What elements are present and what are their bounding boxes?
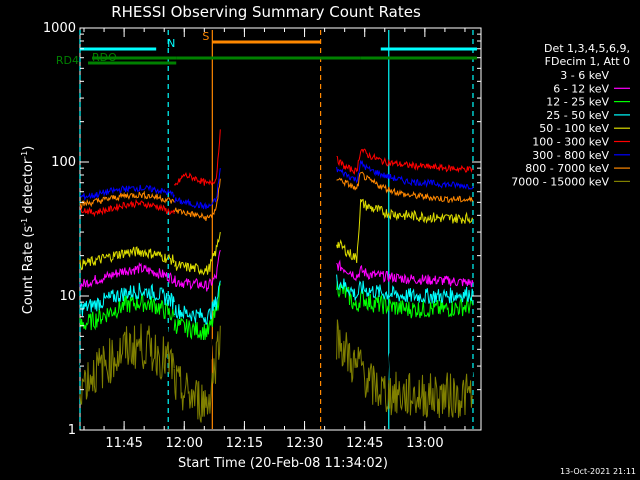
series-12-25-kev-segment-3 (336, 281, 474, 319)
series-800-7000-kev-segment-2 (173, 178, 221, 222)
series-50-100-kev (79, 198, 473, 276)
series-12-25-kev-segment-1 (79, 292, 175, 331)
series-12-25-kev-segment-2 (173, 282, 221, 341)
series-25-50-kev (79, 274, 474, 325)
series-3-6-kev-segment-2 (173, 292, 221, 392)
x-tick-label-1300: 13:00 (406, 436, 443, 451)
y-axis-ticks: 1 10 100 1000 (43, 21, 481, 438)
series-800-7000-kev-segment-3 (336, 171, 474, 204)
legend-label-800-7000-kev: 800 - 7000 keV (525, 162, 609, 175)
legend-label-7000-15000-kev: 7000 - 15000 keV (511, 175, 609, 188)
series-50-100-kev-segment-2 (174, 232, 221, 276)
series-6-12-kev-segment-1 (79, 261, 175, 290)
legend-header-2: FDecim 1, Att 0 (545, 55, 630, 68)
series-7000-15000-kev-segment-2 (173, 325, 221, 423)
series-6-12-kev-segment-2 (173, 249, 221, 292)
legend-label-100-300-kev: 100 - 300 keV (532, 136, 609, 149)
legend-label-3-6-kev: 3 - 6 keV (560, 69, 609, 82)
x-tick-label-1215: 12:15 (226, 436, 263, 451)
y-tick-label-10: 10 (59, 289, 76, 304)
legend-label-12-25-kev: 12 - 25 keV (546, 96, 609, 109)
x-tick-label-1245: 12:45 (346, 436, 383, 451)
series-25-50-kev-segment-2 (173, 280, 221, 325)
series-800-7000-kev-segment-1 (79, 190, 175, 210)
flag-s-label: S (202, 30, 209, 43)
chart-title: RHESSI Observing Summary Count Rates (111, 3, 421, 21)
vertical-markers (79, 30, 474, 429)
series-100-300-kev-segment-1 (79, 198, 175, 218)
series-25-50-kev-segment-3 (336, 274, 474, 304)
series-3-6-kev-segment-1 (79, 307, 175, 381)
x-tick-label-1200: 12:00 (166, 436, 203, 451)
y-axis-label-sup-1: -1 (20, 218, 29, 226)
y-axis-label-part-1: Count Rate (s (21, 226, 36, 315)
flag-bars: NSRDORD4 (56, 30, 477, 67)
y-tick-label-1000: 1000 (43, 21, 76, 36)
y-axis-label-part-2: detector (21, 158, 36, 218)
legend-label-300-800-kev: 300 - 800 keV (532, 149, 609, 162)
y-axis-label: Count Rate (s-1 detector-1) (20, 146, 36, 315)
y-tick-label-1: 1 (68, 423, 76, 438)
series-300-800-kev-segment-3 (336, 160, 474, 190)
flag-n-label: N (167, 37, 175, 50)
series-100-300-kev-segment-2 (173, 129, 221, 186)
plot-area: NSRDORD4 11:4512:0012:1512:3012:4513:00 … (43, 21, 482, 451)
series-25-50-kev-segment-1 (79, 282, 175, 317)
series-3-6-kev-segment-3 (336, 290, 474, 391)
series-7000-15000-kev (79, 319, 474, 423)
y-tick-label-100: 100 (51, 155, 76, 170)
legend-header-1: Det 1,3,4,5,6,9, (544, 42, 630, 55)
series-300-800-kev (79, 160, 474, 210)
series-6-12-kev-segment-3 (336, 259, 474, 288)
series-300-800-kev-segment-1 (79, 184, 175, 202)
x-tick-label-1230: 12:30 (286, 436, 323, 451)
series-6-12-kev (79, 249, 474, 292)
series-7000-15000-kev-segment-3 (336, 319, 474, 419)
series-800-7000-kev (79, 171, 474, 222)
series-300-800-kev-segment-2 (173, 168, 221, 210)
series-3-6-kev (79, 290, 474, 392)
series-50-100-kev-segment-1 (79, 246, 175, 271)
series-lines (79, 129, 474, 423)
series-12-25-kev (79, 281, 474, 341)
series-50-100-kev-segment-3 (336, 198, 473, 264)
series-100-300-kev (79, 129, 474, 218)
series-100-300-kev-segment-3 (336, 148, 474, 175)
legend-label-25-50-kev: 25 - 50 keV (546, 109, 609, 122)
legend-label-50-100-kev: 50 - 100 keV (539, 122, 609, 135)
legend: Det 1,3,4,5,6,9, FDecim 1, Att 0 3 - 6 k… (511, 42, 630, 188)
timestamp: 13-Oct-2021 21:11 (560, 467, 636, 476)
series-7000-15000-kev-segment-1 (79, 323, 175, 405)
y-axis-label-part-3: ) (21, 146, 36, 151)
x-tick-label-1145: 11:45 (105, 436, 142, 451)
y-axis-label-sup-2: -1 (20, 151, 29, 159)
legend-label-6-12-kev: 6 - 12 keV (553, 82, 609, 95)
flag-rd4-label: RD4 (56, 54, 79, 67)
x-axis-ticks: 11:45 12:00 12:15 12:30 12:45 13:00 (83, 28, 466, 451)
x-axis-label: Start Time (20-Feb-08 11:34:02) (178, 456, 388, 471)
